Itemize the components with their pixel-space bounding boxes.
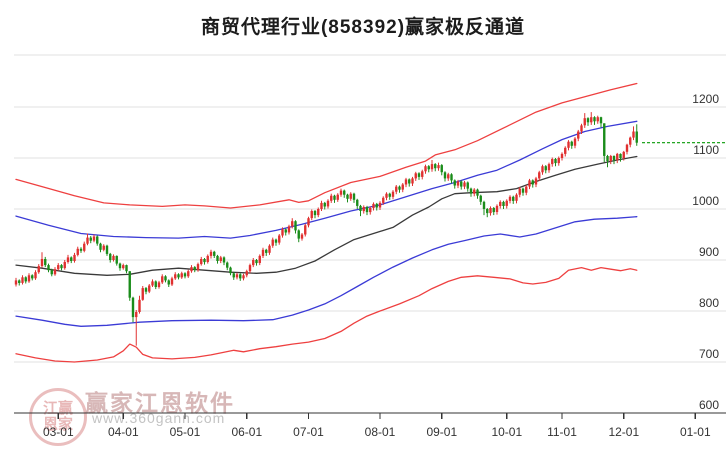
svg-text:05-01: 05-01 bbox=[170, 425, 201, 439]
svg-text:700: 700 bbox=[699, 347, 719, 361]
svg-text:08-01: 08-01 bbox=[365, 425, 396, 439]
svg-text:07-01: 07-01 bbox=[293, 425, 324, 439]
svg-text:01-01: 01-01 bbox=[680, 425, 711, 439]
svg-text:12-01: 12-01 bbox=[608, 425, 639, 439]
svg-text:1000: 1000 bbox=[692, 194, 719, 208]
svg-text:04-01: 04-01 bbox=[108, 425, 139, 439]
svg-text:1200: 1200 bbox=[692, 92, 719, 106]
svg-text:03-01: 03-01 bbox=[43, 425, 74, 439]
svg-text:1100: 1100 bbox=[693, 143, 719, 157]
svg-text:09-01: 09-01 bbox=[426, 425, 457, 439]
svg-text:11-01: 11-01 bbox=[547, 425, 577, 439]
svg-text:800: 800 bbox=[699, 296, 719, 310]
svg-text:600: 600 bbox=[699, 398, 719, 412]
svg-text:10-01: 10-01 bbox=[491, 425, 522, 439]
svg-text:900: 900 bbox=[699, 245, 719, 259]
chart-title: 商贸代理行业(858392)赢家极反通道 bbox=[200, 17, 526, 38]
svg-text:06-01: 06-01 bbox=[231, 425, 262, 439]
